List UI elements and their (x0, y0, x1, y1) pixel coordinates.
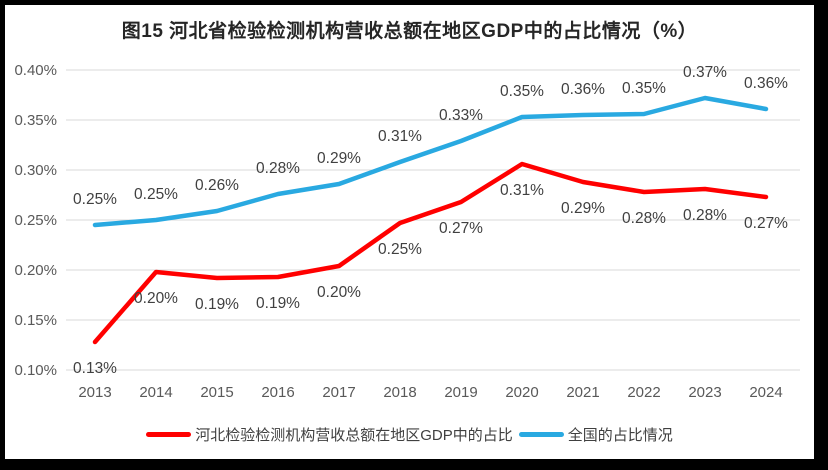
data-label: 0.35% (622, 80, 666, 97)
legend-line-swatch-hebei (146, 432, 192, 437)
y-tick-label: 0.35% (14, 112, 57, 129)
data-label: 0.36% (744, 75, 788, 92)
data-label: 0.28% (256, 160, 300, 177)
chart-canvas: 0.40% 0.35% 0.30% 0.25% 0.20% 0.15% 0.10% 2013 2… (14, 62, 800, 401)
data-label: 0.26% (195, 177, 239, 194)
chart-area: 图15 河北省检验检测机构营收总额在地区GDP中的占比情况（%） 0.40% 0.… (5, 5, 814, 459)
data-label: 0.37% (683, 64, 727, 81)
data-label: 0.33% (439, 107, 483, 124)
legend-label-hebei: 河北检验检测机构营收总额在地区GDP中的占比 (195, 427, 513, 444)
data-label: 0.13% (73, 360, 117, 377)
data-label: 0.36% (561, 81, 605, 98)
data-label: 0.31% (378, 128, 422, 145)
data-label: 0.25% (134, 186, 178, 203)
chart-legend: 河北检验检测机构营收总额在地区GDP中的占比 全国的占比情况 (5, 424, 814, 445)
x-tick-label: 2015 (200, 384, 233, 401)
data-label: 0.25% (73, 191, 117, 208)
data-label: 0.31% (500, 182, 544, 199)
data-label: 0.27% (439, 220, 483, 237)
data-label: 0.35% (500, 83, 544, 100)
x-tick-label: 2014 (139, 384, 172, 401)
legend-line-swatch-national (518, 432, 564, 437)
data-label: 0.27% (744, 215, 788, 232)
data-label: 0.19% (195, 296, 239, 313)
legend-label-national: 全国的占比情况 (567, 427, 673, 444)
series-line-national (92, 95, 769, 228)
data-label: 0.19% (256, 295, 300, 312)
y-tick-label: 0.10% (14, 362, 57, 379)
x-tick-label: 2021 (566, 384, 599, 401)
x-tick-label: 2019 (444, 384, 477, 401)
data-label: 0.20% (134, 290, 178, 307)
series-line-hebei (92, 161, 769, 345)
x-tick-label: 2016 (261, 384, 294, 401)
x-tick-label: 2022 (627, 384, 660, 401)
legend-item-national: 全国的占比情况 (518, 424, 673, 445)
data-label: 0.29% (561, 200, 605, 217)
data-label: 0.28% (683, 207, 727, 224)
x-tick-label: 2018 (383, 384, 416, 401)
y-tick-label: 0.30% (14, 162, 57, 179)
data-label: 0.28% (622, 210, 666, 227)
y-tick-label: 0.25% (14, 212, 57, 229)
x-tick-label: 2017 (322, 384, 355, 401)
x-tick-label: 2024 (749, 384, 782, 401)
y-tick-label: 0.15% (14, 312, 57, 329)
data-label: 0.20% (317, 284, 361, 301)
x-tick-label: 2020 (505, 384, 538, 401)
x-tick-label: 2013 (78, 384, 111, 401)
chart-title: 图15 河北省检验检测机构营收总额在地区GDP中的占比情况（%） (121, 21, 698, 42)
x-tick-label: 2023 (688, 384, 721, 401)
data-label: 0.25% (378, 241, 422, 258)
y-tick-label: 0.20% (14, 262, 57, 279)
y-tick-label: 0.40% (14, 62, 57, 79)
data-label: 0.29% (317, 150, 361, 167)
legend-item-hebei: 河北检验检测机构营收总额在地区GDP中的占比 (146, 424, 513, 445)
